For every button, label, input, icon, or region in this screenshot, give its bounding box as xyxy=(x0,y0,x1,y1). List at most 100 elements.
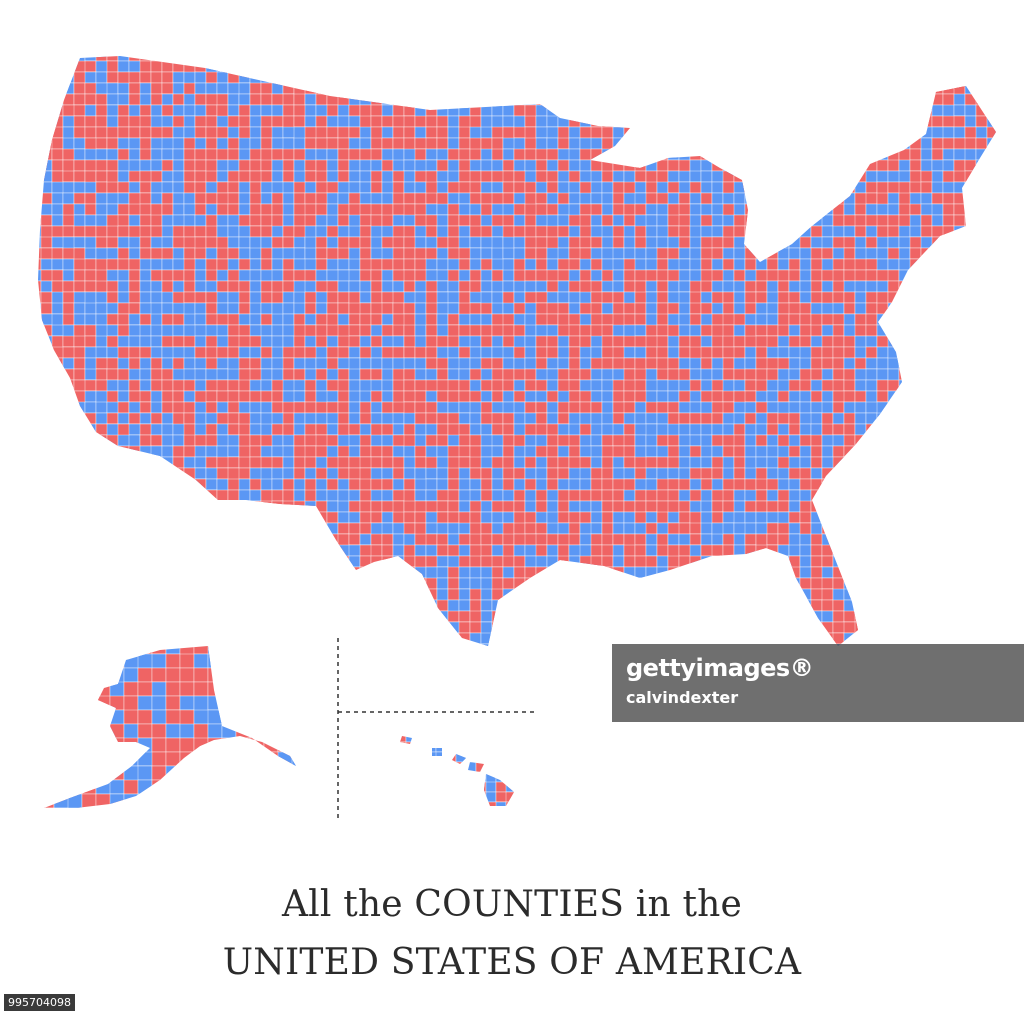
county-847 xyxy=(535,148,548,161)
county-4522 xyxy=(821,599,834,612)
county-2168 xyxy=(381,313,394,326)
county-134 xyxy=(524,60,548,73)
county-3816 xyxy=(887,511,900,524)
county-569 xyxy=(414,115,427,128)
county-1546 xyxy=(392,236,405,249)
county-3760 xyxy=(271,511,295,524)
county-3046 xyxy=(249,423,262,436)
county-4930 xyxy=(415,655,426,666)
county-73 xyxy=(832,56,845,73)
county-3786 xyxy=(557,511,570,524)
county-4103 xyxy=(128,555,141,568)
county-695 xyxy=(821,126,845,139)
county-1031 xyxy=(601,170,614,183)
county-2961 xyxy=(293,412,306,425)
county-4015 xyxy=(139,544,152,568)
county-3566 xyxy=(95,489,119,502)
county-650 xyxy=(326,126,339,139)
county-2040 xyxy=(931,291,944,304)
county-1567 xyxy=(623,236,636,249)
county-4147 xyxy=(612,555,625,568)
county-1684 xyxy=(931,247,944,271)
county-4542 xyxy=(62,610,75,623)
county-2122 xyxy=(854,302,867,315)
county-4222 xyxy=(458,566,471,579)
county-836 xyxy=(414,148,427,161)
county-2670 xyxy=(38,379,42,392)
county-4138 xyxy=(513,555,526,568)
county-2123 xyxy=(865,302,878,315)
county-2146 xyxy=(139,313,152,326)
county-260 xyxy=(931,71,944,84)
county-9 xyxy=(128,56,141,62)
county-4558 xyxy=(238,610,251,623)
county-4552 xyxy=(172,610,185,623)
county-2612 xyxy=(370,368,383,381)
county-1621 xyxy=(238,247,251,260)
county-3285 xyxy=(920,445,933,458)
county-1748 xyxy=(656,258,669,271)
county-2325 xyxy=(150,335,163,348)
county-4626 xyxy=(986,610,996,623)
county-375 xyxy=(238,93,251,106)
county-122 xyxy=(392,60,416,84)
county-497 xyxy=(601,104,625,117)
county-4934 xyxy=(459,655,481,666)
county-2970 xyxy=(392,412,405,425)
county-1169 xyxy=(161,192,174,205)
county-3203 xyxy=(998,435,1020,446)
county-1548 xyxy=(414,236,427,249)
county-1051 xyxy=(821,170,834,183)
county-2006 xyxy=(557,291,570,304)
county-30 xyxy=(359,56,372,62)
county-2947 xyxy=(139,412,152,425)
county-1686 xyxy=(953,247,966,260)
county-4598 xyxy=(678,610,691,634)
county-3658 xyxy=(128,500,141,513)
county-425 xyxy=(788,93,812,106)
county-72 xyxy=(821,56,834,73)
county-2309 xyxy=(953,324,966,337)
county-2574 xyxy=(931,357,944,370)
county-3932 xyxy=(205,533,218,546)
county-4616 xyxy=(876,610,889,623)
county-422 xyxy=(755,93,768,106)
county-2864 xyxy=(205,401,218,414)
county-2402 xyxy=(998,336,1009,347)
county-4322 xyxy=(579,577,603,590)
county-1740 xyxy=(568,258,581,271)
county-3846 xyxy=(238,522,262,535)
county-405 xyxy=(568,93,581,106)
county-3653 xyxy=(73,500,97,513)
county-253 xyxy=(854,71,867,84)
county-2767 xyxy=(117,390,130,403)
county-1653 xyxy=(590,247,603,260)
county-2043 xyxy=(964,291,977,304)
county-2277 xyxy=(601,324,614,337)
county-2592 xyxy=(150,368,163,381)
county-1944 xyxy=(854,280,867,293)
county-958 xyxy=(777,159,790,183)
county-4371 xyxy=(139,588,163,601)
county-4230 xyxy=(546,566,559,590)
county-3790 xyxy=(601,511,614,524)
county-4925 xyxy=(360,655,371,666)
county-2829 xyxy=(799,390,812,403)
county-3370 xyxy=(876,456,889,469)
county-1731 xyxy=(469,258,482,271)
county-782 xyxy=(799,137,823,150)
county-4247 xyxy=(733,566,746,579)
county-4213 xyxy=(359,566,383,579)
county-2488 xyxy=(964,346,977,359)
county-3111 xyxy=(964,423,977,447)
county-4301 xyxy=(348,577,361,601)
county-3555 xyxy=(953,478,977,491)
county-3229 xyxy=(304,445,317,458)
county-1263 xyxy=(216,203,229,216)
county-604 xyxy=(799,115,812,128)
county-519 xyxy=(843,104,856,117)
county-2935 xyxy=(986,401,996,414)
county-588 xyxy=(623,115,636,128)
county-176 xyxy=(986,60,996,73)
county-2654 xyxy=(832,368,845,381)
